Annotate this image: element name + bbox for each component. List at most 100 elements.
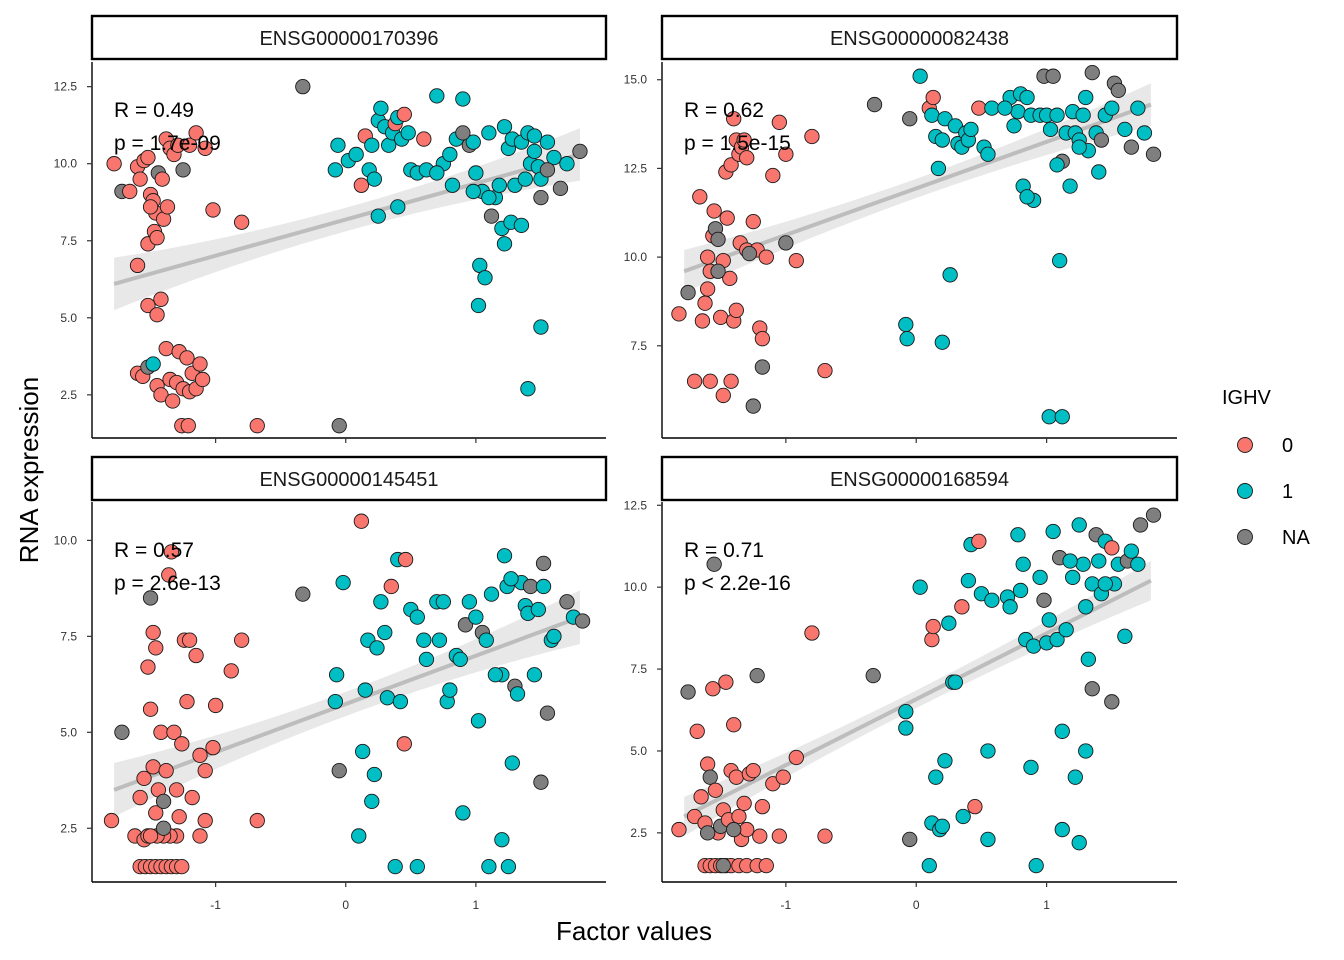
data-point [387,858,403,875]
y-axis-title: RNA expression [14,377,44,563]
data-point [520,381,536,397]
data-point [723,373,739,389]
data-point [924,107,940,123]
data-point [249,812,265,829]
data-point [1015,556,1031,572]
data-point [331,763,347,779]
data-point [693,789,709,805]
correlation-p: p = 1.7e-09 [114,132,221,155]
data-point [535,555,552,572]
panel-3: ENSG00000145451 2.5 5.0 7.5 10.0 -1 0 1 R = 0.57… [54,455,608,912]
data-point [1071,517,1087,533]
data-point [533,319,549,335]
x-tick-label: 0 [913,898,920,912]
data-point [1093,132,1110,148]
data-point [1054,409,1070,425]
y-tick-label: 12.5 [54,80,78,94]
data-point [902,831,918,848]
data-point [429,165,445,181]
data-point [1065,569,1081,585]
data-point [455,125,471,141]
data-point [1054,821,1070,838]
data-point [223,663,239,679]
y-tick-label: 2.5 [60,821,77,835]
data-point [997,100,1013,116]
data-point [153,291,169,307]
data-point [1025,638,1042,654]
data-point [396,736,412,752]
data-point [706,556,722,572]
data-point [980,743,996,759]
data-point [526,143,543,160]
data-point [355,743,371,760]
data-point [132,171,148,187]
x-tick-label: -1 [781,898,792,912]
data-point [1123,543,1140,559]
correlation-r: R = 0.57 [114,539,194,562]
data-point [353,177,370,193]
data-point [680,284,696,301]
facet-title: ENSG00000145451 [259,469,438,491]
data-point [1045,523,1061,540]
data-point [1130,556,1146,572]
data-point [1028,857,1044,874]
data-point [513,217,530,233]
data-point [984,100,1000,116]
y-tick-label: 7.5 [630,662,647,676]
data-point [171,809,187,825]
data-point [379,690,396,706]
data-point [470,297,487,314]
data-point [517,171,533,187]
data-point [1117,628,1133,644]
data-point [980,146,996,162]
data-point [899,331,915,347]
data-point [1052,252,1068,269]
data-point [149,230,165,246]
data-point [132,789,148,806]
data-point [526,667,543,683]
data-point [1104,540,1120,556]
data-point [715,387,731,404]
data-point [731,808,747,825]
data-point [442,146,458,163]
data-point [775,769,791,785]
data-point [179,350,195,366]
data-point [745,762,761,779]
data-point [500,858,517,875]
data-point [530,601,546,618]
data-point [197,763,213,779]
data-point [142,199,159,215]
data-point [400,125,416,141]
data-point [934,132,950,148]
data-point [442,682,458,698]
facet-title: ENSG00000082438 [830,28,1009,50]
data-point [1036,592,1052,608]
data-point [496,119,513,135]
data-point [158,340,174,357]
data-point [702,373,718,389]
data-point [924,631,940,648]
data-point [154,171,170,187]
data-point [726,111,742,127]
x-tick-label: 1 [473,898,480,912]
data-point [503,571,519,587]
data-point [686,373,703,389]
data-point [477,270,493,286]
data-point [754,331,771,347]
data-point [728,769,744,785]
data-point [1078,89,1094,106]
data-point [197,812,213,829]
data-point [1054,723,1070,739]
data-point [699,825,716,841]
data-point [559,594,575,610]
data-point [739,150,755,166]
data-point [522,578,539,595]
data-point [942,267,958,283]
data-point [153,724,169,740]
data-point [1062,178,1078,194]
data-point [1123,139,1140,155]
data-point [161,567,177,583]
y-tick-label: 5.0 [60,725,77,739]
data-point [699,756,716,772]
